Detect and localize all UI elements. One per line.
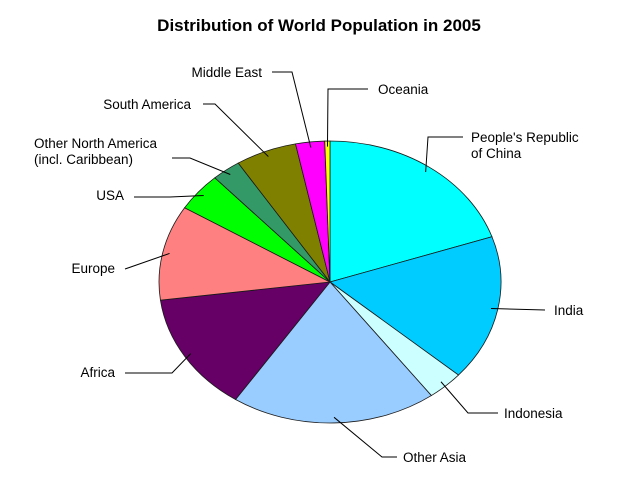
leader-line (172, 157, 231, 175)
leader-line (333, 416, 397, 458)
slice-label: USA (96, 188, 124, 203)
leader-line (440, 381, 498, 414)
pie-slice (159, 281, 331, 401)
leader-line (490, 308, 546, 311)
slice-label: Middle East (191, 65, 262, 80)
leader-line (326, 88, 368, 147)
slice-label: Other North America (incl. Caribbean) (34, 136, 158, 167)
pie-slices (158, 140, 502, 424)
slice-label: People's Republic of China (471, 130, 579, 161)
slice-label: Oceania (378, 82, 429, 97)
chart-title: Distribution of World Population in 2005 (157, 16, 481, 35)
leader-line (203, 103, 269, 157)
pie-slice (329, 236, 502, 376)
leader-line (425, 136, 463, 173)
leader-line (134, 195, 204, 198)
pie-slice (158, 207, 332, 301)
leader-line (125, 353, 192, 374)
slice-label: India (554, 303, 584, 318)
leader-line (124, 252, 170, 270)
slice-label: Africa (80, 365, 115, 380)
slice-label: Europe (71, 261, 115, 276)
leader-lines (124, 71, 546, 458)
leader-line (272, 71, 312, 148)
slice-label: Other Asia (403, 450, 467, 465)
slice-label: South America (103, 97, 191, 112)
slice-labels: People's Republic of China India Indonesia O… (34, 65, 584, 465)
pie-slice (329, 140, 493, 283)
pie-slice (234, 281, 432, 424)
slice-label: Indonesia (504, 406, 563, 421)
